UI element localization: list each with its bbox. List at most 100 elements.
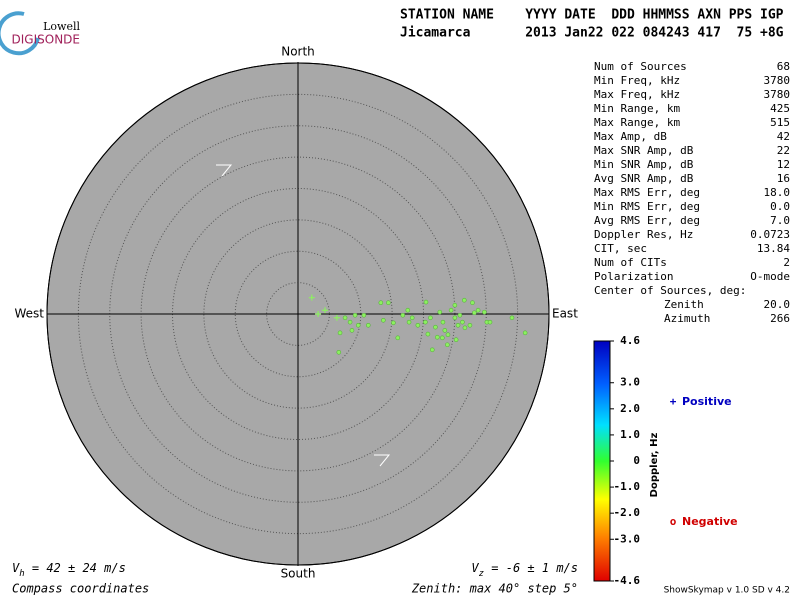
source-negative [452, 315, 458, 321]
source-negative [461, 297, 467, 303]
logo-swoosh [0, 11, 40, 56]
source-negative [425, 331, 431, 337]
stat-label: Max Amp, dB [594, 130, 667, 143]
stat-value: 2 [783, 256, 790, 269]
source-negative [337, 330, 343, 336]
source-negative [336, 349, 342, 355]
colorbar-tick-label: -3.0 [614, 532, 641, 545]
stat-label: CIT, sec [594, 242, 647, 255]
colorbar-tick-label: 2.0 [620, 402, 640, 415]
source-negative [462, 325, 468, 331]
colorbar-label: Doppler, Hz [649, 433, 660, 498]
legend-symbol: o [670, 515, 677, 528]
source-negative [433, 324, 438, 330]
header-columns: STATION NAME YYYY DATE DDD HHMMSS AXN PP… [400, 8, 784, 23]
source-negative [448, 307, 454, 313]
marker-arrow [374, 454, 391, 467]
source-negative [487, 319, 493, 325]
source-negative [361, 312, 367, 318]
source-negative [406, 319, 412, 325]
zenith-note: Zenith: max 40° step 5° [411, 582, 578, 596]
source-positive [315, 311, 322, 317]
source-negative [381, 317, 386, 323]
velocity-symbol: V [12, 561, 20, 575]
stat-value: 0.0 [770, 200, 790, 213]
stat-value: 3780 [764, 88, 791, 101]
stat-value: 20.0 [764, 298, 791, 311]
direction-north: North [281, 45, 315, 59]
source-negative [386, 300, 391, 306]
stat-label: Num of Sources [594, 60, 687, 73]
source-negative [428, 315, 433, 321]
stat-value: 266 [770, 312, 790, 325]
source-negative [391, 320, 396, 326]
colorbar-tick-label: -1.0 [614, 480, 641, 493]
stat-label: Polarization [594, 270, 673, 283]
stat-label: Avg SNR Amp, dB [594, 172, 694, 185]
logo-bottom: DIGISONDE [12, 33, 80, 47]
legend-symbol: + [670, 395, 677, 408]
stat-value: 16 [777, 172, 790, 185]
stat-label: Min SNR Amp, dB [594, 158, 694, 171]
velocity-text: = -6 ± 1 m/s [484, 561, 578, 575]
source-negative [378, 300, 384, 306]
source-negative [445, 332, 451, 338]
velocity-sub: h [19, 569, 24, 579]
source-negative [423, 299, 429, 305]
stat-value: 18.0 [764, 186, 791, 199]
source-negative [435, 334, 440, 340]
legend-label: Negative [682, 515, 738, 528]
colorbar [593, 340, 611, 582]
source-negative [349, 328, 355, 333]
stat-value: 515 [770, 116, 790, 129]
coords-note: Compass coordinates [12, 582, 149, 596]
stat-label: Avg RMS Err, deg [594, 214, 700, 227]
source-negative [455, 322, 461, 328]
stat-label: Azimuth [664, 312, 710, 325]
source-positive [308, 294, 315, 301]
colorbar-tick-label: -2.0 [614, 506, 641, 519]
source-negative [405, 307, 411, 313]
stat-value: 68 [777, 60, 790, 73]
marker-arrow [216, 164, 233, 177]
direction-west: West [14, 307, 44, 321]
velocity-vh: Vh = 42 ± 24 m/s [12, 561, 126, 579]
source-positive [321, 307, 328, 314]
stat-label: Center of Sources, deg: [594, 284, 746, 297]
stat-label: Max SNR Amp, dB [594, 144, 694, 157]
stat-value: 12 [777, 158, 790, 171]
header-values: Jicamarca 2013 Jan22 022 084243 417 75 +… [400, 26, 784, 41]
source-negative [467, 322, 473, 328]
stat-label: Max RMS Err, deg [594, 186, 700, 199]
stat-label: Num of CITs [594, 256, 667, 269]
stat-value: O-mode [750, 270, 790, 283]
source-positive [333, 314, 340, 321]
source-negative [365, 322, 371, 328]
velocity-sub: z [479, 569, 484, 579]
velocity-vz: Vz = -6 ± 1 m/s [471, 561, 578, 579]
velocity-symbol: V [471, 561, 479, 575]
source-negative [347, 319, 353, 325]
stat-value: 7.0 [770, 214, 790, 227]
stat-label: Min Range, km [594, 102, 680, 115]
stat-label: Zenith [664, 298, 704, 311]
source-negative [440, 335, 445, 341]
source-negative [522, 330, 528, 336]
stat-value: 0.0723 [750, 228, 790, 241]
colorbar-tick-label: 3.0 [620, 376, 640, 389]
source-negative [415, 322, 421, 328]
stat-label: Max Range, km [594, 116, 680, 129]
velocity-text: = 42 ± 24 m/s [25, 561, 126, 575]
source-negative [445, 342, 450, 348]
version: ShowSkymap v 1.0 SD v 4.2 [664, 586, 790, 596]
stat-label: Min Freq, kHz [594, 74, 680, 87]
stat-label: Doppler Res, Hz [594, 228, 693, 241]
stat-value: 22 [777, 144, 790, 157]
source-negative [472, 310, 477, 316]
colorbar-tick-label: 4.6 [620, 334, 640, 347]
source-negative [475, 307, 481, 313]
source-negative [400, 312, 406, 318]
source-negative [352, 312, 358, 318]
stat-label: Min RMS Err, deg [594, 200, 700, 213]
